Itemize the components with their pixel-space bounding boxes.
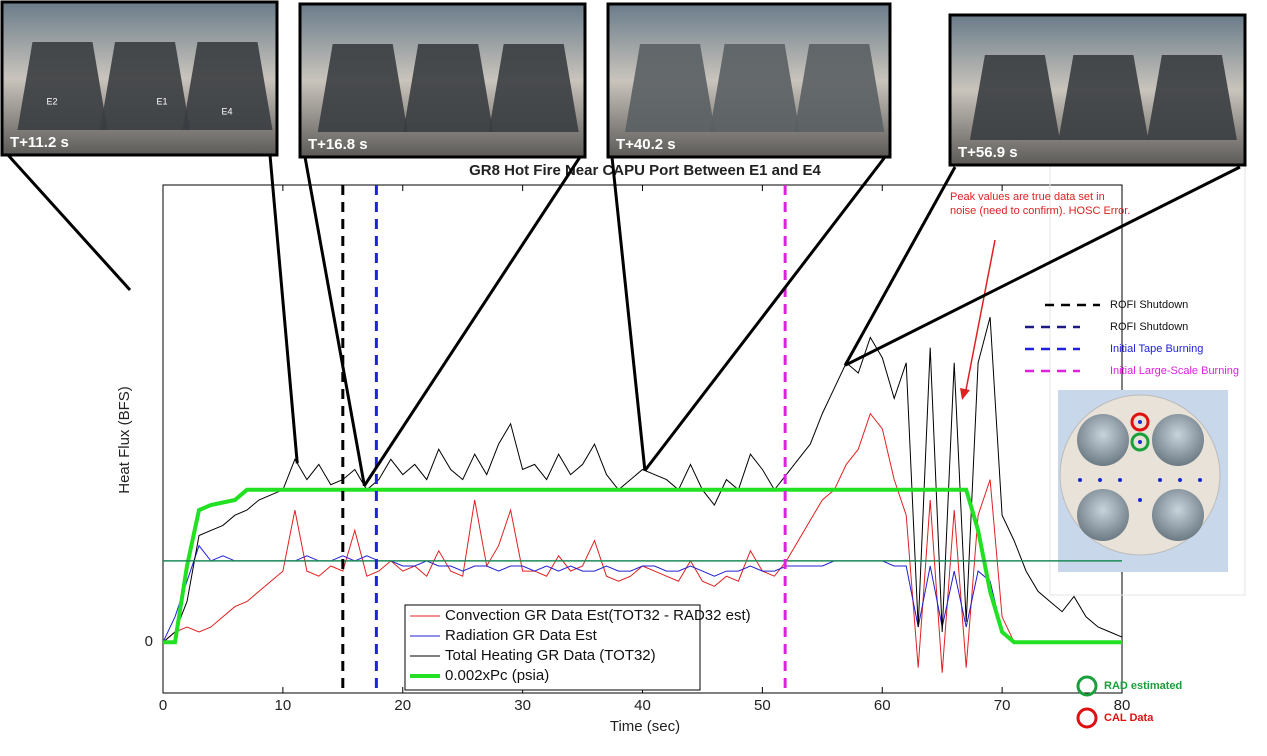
x-tick-label: 70: [994, 697, 1011, 714]
nozzle: [1058, 55, 1148, 140]
engine-label: E4: [221, 106, 232, 116]
nozzle: [970, 55, 1060, 140]
page: {"chart_data": { "type": "line", "title"…: [0, 0, 1267, 756]
event-legend-label: Initial Large-Scale Burning: [1110, 365, 1239, 377]
diagram-legend-marker: [1078, 709, 1096, 727]
sensor: [1138, 420, 1142, 424]
engine-bell: [1152, 414, 1204, 466]
chart: GR8 Hot Fire Near CAPU Port Between E1 a…: [0, 0, 1267, 756]
x-tick-label: 50: [754, 697, 771, 714]
sensor: [1078, 478, 1082, 482]
engine-bell: [1077, 489, 1129, 541]
x-tick-label: 10: [275, 697, 292, 714]
nozzle: [100, 42, 190, 130]
engine-diagram: [1058, 390, 1228, 572]
sensor: [1178, 478, 1182, 482]
x-tick-label: 30: [514, 697, 531, 714]
y-tick-label: 0: [145, 633, 153, 650]
photo-label: T+16.8 s: [308, 136, 368, 153]
legend-label: Convection GR Data Est(TOT32 - RAD32 est…: [445, 607, 751, 624]
event-legend-label: ROFI Shutdown: [1110, 299, 1188, 311]
nozzle: [794, 44, 884, 132]
event-legend-label: ROFI Shutdown: [1110, 321, 1188, 333]
sensor: [1158, 478, 1162, 482]
photo-connector: [645, 157, 885, 470]
sensor: [1118, 478, 1122, 482]
arrow-head: [960, 388, 970, 400]
photo-connector: [8, 155, 130, 290]
legend-label: Total Heating GR Data (TOT32): [445, 647, 656, 664]
engine-bell: [1152, 489, 1204, 541]
chart-title: GR8 Hot Fire Near CAPU Port Between E1 a…: [469, 162, 821, 179]
nozzle: [710, 44, 800, 132]
nozzle: [1147, 55, 1237, 140]
engine-bell: [1077, 414, 1129, 466]
diagram-legend-marker: [1078, 677, 1096, 695]
photo-connector: [845, 167, 955, 365]
nozzle: [489, 44, 579, 132]
x-tick-label: 20: [394, 697, 411, 714]
photo-label: T+56.9 s: [958, 144, 1018, 161]
nozzle: [183, 42, 273, 130]
sensor: [1198, 478, 1202, 482]
nozzle: [318, 44, 408, 132]
x-tick-label: 40: [634, 697, 651, 714]
series-line: [163, 317, 1122, 642]
event-legend-label: Initial Tape Burning: [1110, 343, 1203, 355]
diagram-legend-label: RAD estimated: [1104, 680, 1182, 692]
photo-connector: [305, 157, 364, 486]
photo-label: T+40.2 s: [616, 136, 676, 153]
legend-label: 0.002xPc (psia): [445, 667, 549, 684]
engine-label: E1: [156, 96, 167, 106]
y-axis-label: Heat Flux (BFS): [116, 386, 133, 494]
photo-label: T+11.2 s: [10, 134, 69, 151]
photo-connector: [270, 155, 297, 463]
sensor: [1098, 478, 1102, 482]
legend-label: Radiation GR Data Est: [445, 627, 598, 644]
nozzle: [625, 44, 715, 132]
nozzle: [403, 44, 493, 132]
x-tick-label: 0: [159, 697, 167, 714]
photo-connector: [364, 157, 580, 486]
photo-connector: [612, 157, 645, 470]
x-axis-label: Time (sec): [610, 718, 680, 735]
x-tick-label: 60: [874, 697, 891, 714]
diagram-legend-label: CAL Data: [1104, 712, 1154, 724]
engine-label: E2: [46, 96, 57, 106]
sensor: [1138, 498, 1142, 502]
sensor: [1138, 440, 1142, 444]
nozzle: [18, 42, 108, 130]
